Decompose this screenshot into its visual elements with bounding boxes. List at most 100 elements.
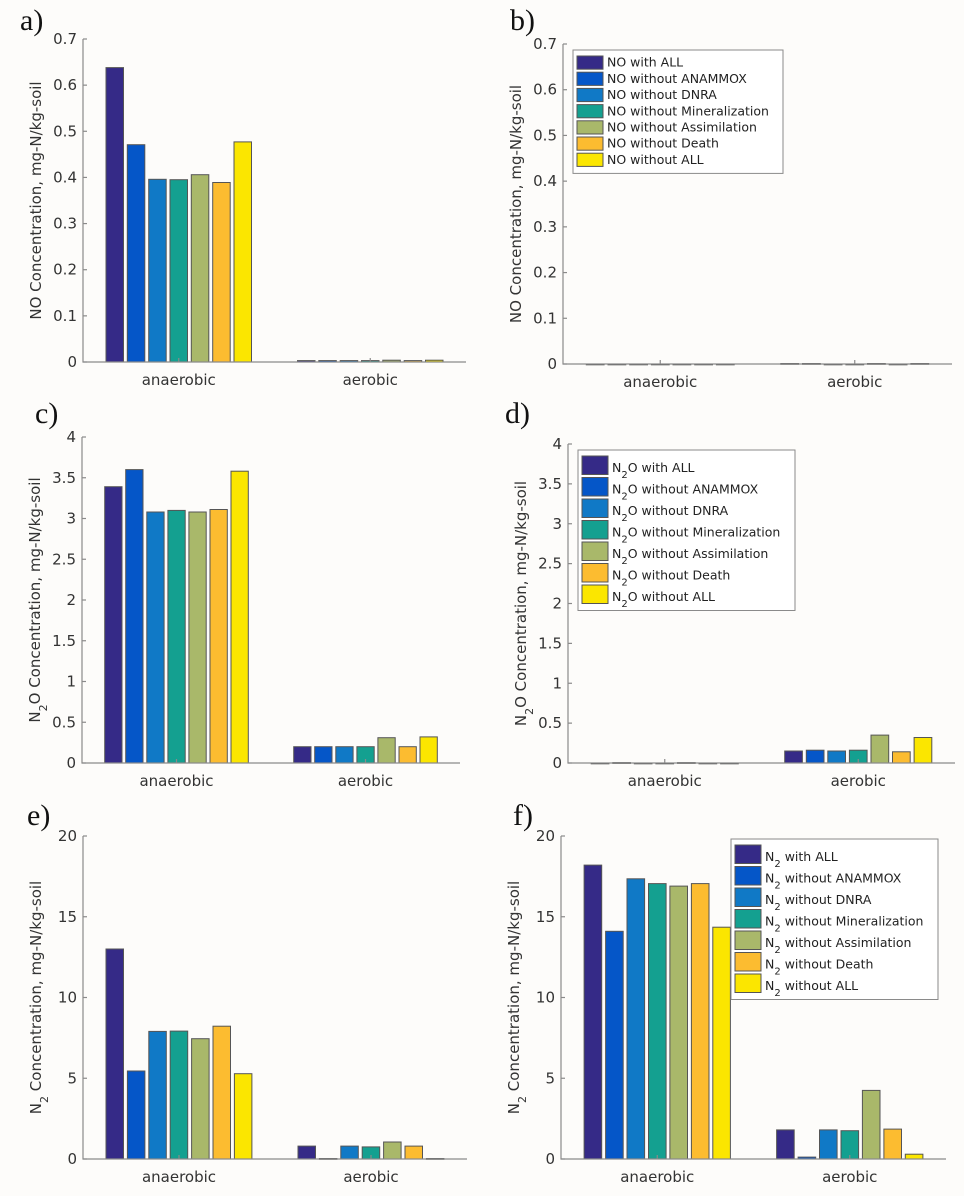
- bar-aerobic-series-2: [314, 746, 333, 764]
- y-tick-label: 3: [552, 515, 562, 533]
- legend-entry-label: N2O with ALL: [612, 460, 695, 481]
- legend-box: [577, 449, 796, 611]
- legend-entry-label: NO without ALL: [607, 152, 704, 167]
- bar-aerobic-series-7: [419, 736, 438, 764]
- bar-anaerobic-series-1: [583, 864, 603, 1160]
- legend-entry-label: N2O without ALL: [612, 589, 715, 610]
- bar-anaerobic-series-5: [191, 1038, 210, 1160]
- bar-aerobic-series-1: [297, 1145, 316, 1160]
- legend-swatch: [581, 455, 609, 475]
- y-tick-label: 1: [552, 674, 562, 692]
- y-tick-label: 4: [66, 428, 76, 446]
- legend-entry-label: NO without ANAMMOX: [607, 71, 747, 86]
- bar-anaerobic-series-3: [148, 1030, 167, 1160]
- bar-anaerobic-series-3: [146, 511, 165, 764]
- bar-anaerobic-series-7: [233, 1073, 253, 1160]
- y-axis-label: N2 Concentration, mg-N/kg-soil: [505, 881, 529, 1114]
- panel-e: e) 0 5 10 15 20 anaerobic aerobic N2 Concentrati…: [27, 799, 467, 1186]
- legend-swatch: [576, 87, 604, 103]
- legend-entry-label: N2 with ALL: [765, 849, 838, 870]
- x-tick-label: aerobic: [343, 371, 398, 389]
- legend-swatch: [576, 71, 604, 86]
- bar-anaerobic-series-7: [712, 926, 731, 1160]
- y-tick-label: 2.5: [538, 555, 562, 573]
- legend-swatch: [734, 866, 762, 886]
- y-tick-label: 2.5: [52, 550, 76, 568]
- legend-entry-label: N2O without ANAMMOX: [612, 482, 759, 503]
- bar-aerobic-series-1: [293, 746, 312, 764]
- bar-anaerobic-series-5: [669, 885, 689, 1160]
- y-tick-label: 0.3: [53, 215, 77, 233]
- y-tick-label: 0.1: [533, 309, 557, 327]
- panel-d: d) 0 0.5 1 1.5 2 2.5 3 3.5 4 anaerobic aerobic N2O C…: [505, 397, 955, 790]
- legend-entry-label: N2 without ANAMMOX: [765, 871, 902, 892]
- legend-swatch: [576, 55, 604, 70]
- panel-label: b): [510, 4, 535, 37]
- y-tick-label: 1.5: [538, 634, 562, 652]
- bar-aerobic-series-5: [377, 737, 396, 764]
- y-tick-label: 10: [536, 989, 555, 1007]
- y-tick-label: 15: [58, 908, 77, 926]
- bar-aerobic-series-5: [383, 1141, 402, 1160]
- legend-swatch: [734, 887, 762, 907]
- x-tick-label: aerobic: [827, 373, 882, 391]
- bar-anaerobic-series-2: [605, 930, 624, 1160]
- legend-entry-label: NO without Death: [607, 136, 719, 151]
- legend-entry-label: N2 without DNRA: [765, 892, 872, 913]
- legend-swatch: [734, 844, 762, 864]
- bar-anaerobic-series-5: [188, 511, 207, 764]
- bar-anaerobic-series-6: [690, 883, 710, 1160]
- legend-swatch: [581, 584, 609, 604]
- legend-swatch: [581, 477, 609, 497]
- y-axis-label: NO Concentration, mg-N/kg-soil: [507, 85, 525, 323]
- legend-swatch: [581, 541, 609, 561]
- bar-aerobic-series-1: [784, 750, 803, 764]
- x-tick-label: aerobic: [822, 1168, 877, 1186]
- bar-aerobic-series-6: [404, 1145, 423, 1160]
- y-axis-label: N2O Concentration, mg-N/kg-soil: [26, 477, 50, 722]
- bar-aerobic-series-6: [892, 751, 911, 764]
- panel-label: a): [20, 4, 43, 37]
- panel-c: c) 0 0.5 1 1.5 2 2.5 3 3.5 4 anaerobic aerobic N2O C…: [26, 397, 460, 790]
- legend-swatch: [581, 498, 609, 518]
- x-tick-label: anaerobic: [142, 1168, 216, 1186]
- legend-entry-label: N2 without ALL: [765, 978, 858, 999]
- bar-anaerobic-series-7: [230, 470, 249, 764]
- bar-aerobic-series-7: [904, 1153, 924, 1160]
- bar-anaerobic-series-6: [212, 182, 231, 363]
- bar-anaerobic-series-6: [212, 1025, 231, 1160]
- bar-anaerobic-series-6: [209, 509, 228, 764]
- legend-swatch: [576, 136, 604, 151]
- panel-label: c): [35, 397, 58, 430]
- legend-entry-label: N2O without DNRA: [612, 503, 729, 524]
- y-tick-label: 20: [536, 827, 555, 845]
- bar-anaerobic-series-7: [233, 141, 252, 363]
- legend-box: [572, 49, 784, 174]
- legend-swatch: [734, 952, 762, 972]
- y-tick-label: 0.4: [53, 168, 77, 186]
- y-axis-label: N2O Concentration, mg-N/kg-soil: [512, 481, 536, 726]
- bar-aerobic-series-3: [819, 1129, 838, 1160]
- bar-aerobic-series-2: [805, 749, 825, 764]
- y-tick-label: 0.6: [53, 76, 77, 94]
- y-tick-label: 0.5: [533, 126, 557, 144]
- bar-anaerobic-series-1: [104, 486, 123, 764]
- panel-label: f): [513, 799, 533, 832]
- y-tick-label: 1: [66, 673, 76, 691]
- y-tick-label: 0.7: [53, 30, 77, 48]
- y-tick-label: 0.2: [53, 261, 77, 279]
- bar-aerobic-series-5: [870, 734, 890, 764]
- bar-anaerobic-series-1: [105, 948, 124, 1160]
- legend-entry-label: N2O without Assimilation: [612, 546, 768, 567]
- y-tick-label: 20: [58, 827, 77, 845]
- legend-swatch: [581, 520, 609, 540]
- bar-aerobic-series-4: [840, 1130, 860, 1160]
- bar-anaerobic-series-5: [190, 174, 210, 363]
- legend-swatch: [734, 973, 762, 993]
- bar-aerobic-series-5: [861, 1089, 881, 1160]
- bar-anaerobic-series-1: [105, 67, 124, 363]
